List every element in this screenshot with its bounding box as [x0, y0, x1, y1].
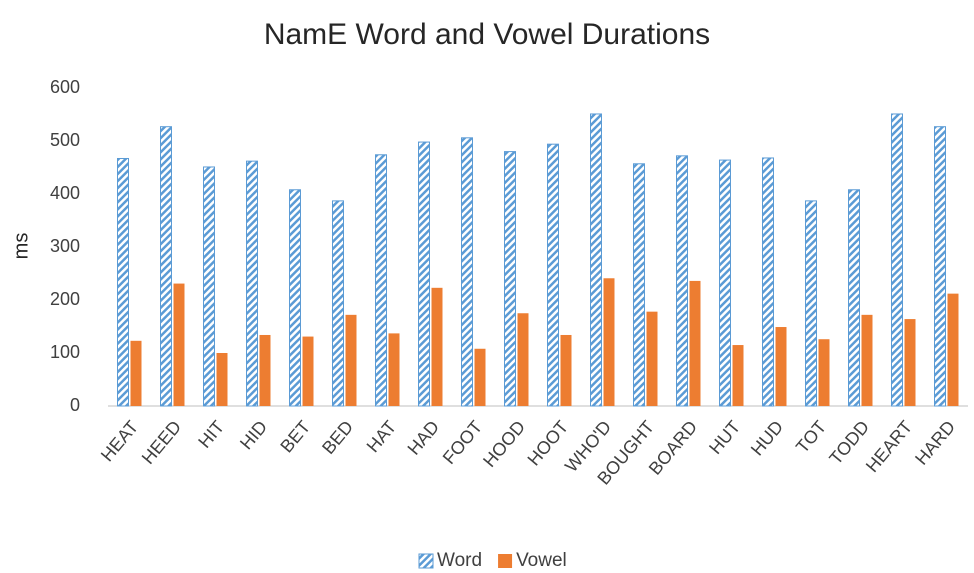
- x-tick-label: TOT: [792, 417, 830, 457]
- x-tick-label: HUD: [747, 417, 787, 460]
- y-axis-label: ms: [10, 233, 32, 260]
- bar: [934, 126, 946, 407]
- x-tick-label: HEAT: [97, 417, 142, 466]
- x-tick-label: HID: [236, 417, 271, 454]
- x-tick-label: BED: [318, 417, 357, 458]
- bar: [173, 283, 185, 406]
- bar: [345, 314, 357, 406]
- bar: [504, 151, 516, 407]
- legend-label: Vowel: [516, 550, 567, 571]
- bar: [947, 293, 959, 406]
- bar: [289, 189, 301, 407]
- bar: [216, 353, 228, 406]
- bar: [590, 113, 602, 407]
- bar: [861, 314, 873, 406]
- x-tick-label: HIT: [194, 417, 228, 452]
- bar: [762, 157, 774, 407]
- y-tick-label: 200: [50, 289, 80, 309]
- x-tick-label: HOOD: [479, 417, 529, 471]
- x-tick-label: HUT: [705, 417, 744, 458]
- bar: [375, 154, 387, 407]
- y-tick-label: 0: [70, 395, 80, 415]
- y-tick-label: 300: [50, 236, 80, 256]
- bar: [689, 280, 701, 406]
- bar: [302, 336, 314, 406]
- bar: [818, 339, 830, 406]
- bar: [431, 287, 443, 406]
- bar: [461, 137, 473, 407]
- x-tick-label: FOOT: [439, 417, 486, 468]
- bar: [474, 348, 486, 406]
- bar: [719, 159, 731, 407]
- x-tick-label: HEART: [862, 417, 916, 476]
- x-tick-label: BET: [276, 417, 314, 457]
- chart-title: NamE Word and Vowel Durations: [264, 18, 710, 51]
- bar: [848, 189, 860, 407]
- bar: [633, 163, 645, 407]
- bar: [775, 327, 787, 406]
- bar: [388, 333, 400, 406]
- y-tick-label: 400: [50, 183, 80, 203]
- bar: [332, 200, 344, 407]
- bar: [603, 278, 615, 406]
- bar: [418, 141, 430, 407]
- bar: [259, 334, 271, 406]
- y-tick-label: 500: [50, 130, 80, 150]
- legend-label: Word: [437, 550, 482, 571]
- x-tick-label: HEED: [138, 417, 185, 468]
- legend-swatch: [498, 554, 513, 568]
- x-tick-label: HAT: [363, 417, 401, 456]
- y-tick-label: 600: [50, 77, 80, 97]
- bar: [805, 200, 817, 407]
- bar: [560, 334, 572, 406]
- x-tick-label: HAD: [403, 417, 443, 459]
- bar: [203, 166, 215, 407]
- x-tick-label: HARD: [911, 417, 959, 469]
- bar: [117, 157, 129, 407]
- bar: [547, 143, 559, 407]
- bar: [246, 160, 258, 407]
- bar: [732, 345, 744, 406]
- bar: [891, 113, 903, 407]
- bar: [517, 313, 529, 406]
- bar: [130, 340, 142, 406]
- bar: [676, 155, 688, 407]
- bar: [160, 126, 172, 407]
- bar: [646, 311, 658, 406]
- y-tick-label: 100: [50, 342, 80, 362]
- legend-swatch: [418, 553, 434, 569]
- bar: [904, 319, 916, 406]
